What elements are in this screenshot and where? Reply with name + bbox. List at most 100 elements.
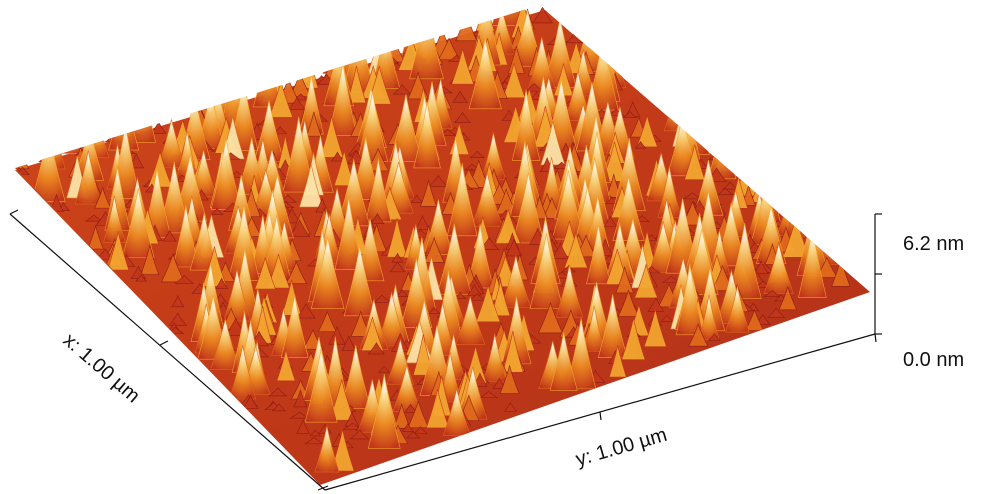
surface-peak	[500, 255, 532, 308]
surface-peak	[413, 101, 441, 169]
surface-peak	[717, 187, 734, 195]
surface-peak	[413, 426, 428, 434]
surface-peak	[763, 290, 782, 298]
surface-peak	[608, 345, 627, 378]
surface-peak	[437, 37, 461, 61]
surface-peak	[452, 90, 469, 103]
surface-peak	[174, 274, 195, 284]
surface-peak	[391, 252, 404, 263]
surface-peak	[389, 261, 406, 273]
surface-peak	[94, 186, 112, 209]
surface-peak	[555, 264, 584, 318]
surface-peak	[268, 387, 288, 397]
surface-peak	[376, 291, 407, 347]
surface-peak	[750, 165, 777, 203]
surface-peak	[634, 140, 647, 149]
surface-peak	[288, 96, 306, 110]
axes	[9, 209, 882, 491]
surface-peak	[215, 277, 229, 289]
z-min-label: 0.0 nm	[903, 349, 964, 371]
surface-peak	[107, 231, 130, 271]
surface-peak	[707, 333, 721, 341]
surface-peak	[87, 224, 104, 250]
surface-peak	[471, 172, 503, 227]
surface-peak	[763, 242, 794, 294]
surface-peak	[392, 84, 412, 95]
surface-peak	[507, 45, 525, 74]
surface-peak	[242, 394, 259, 409]
surface-peak	[296, 419, 310, 434]
x-axis-tick-start	[9, 209, 19, 215]
y-axis-label: y: 1.00 µm	[573, 424, 669, 471]
surface-peak	[210, 207, 224, 215]
surface-peak	[161, 253, 185, 283]
surface-peak	[280, 294, 309, 359]
surface-peak	[271, 403, 287, 412]
surface-peak	[553, 63, 574, 97]
surface-peak	[490, 280, 511, 316]
x-axis-label: x: 1.00 µm	[59, 329, 144, 407]
surface-peak	[428, 175, 449, 187]
surface-peak	[378, 365, 391, 373]
surface-peak	[293, 389, 308, 408]
surface-peak	[15, 148, 30, 170]
surface-peak	[261, 214, 292, 281]
surface-peak	[340, 345, 371, 409]
surface-peak	[502, 63, 526, 99]
surface-peak	[227, 205, 260, 281]
surface-peak	[130, 265, 147, 279]
surface-peak	[330, 429, 355, 472]
surface-peak	[636, 115, 658, 148]
surface-peak	[423, 236, 445, 263]
surface-peak	[505, 238, 523, 257]
surface-peak	[425, 389, 450, 429]
surface-peak	[319, 116, 344, 158]
surface-peak	[74, 150, 102, 205]
surface-peak	[49, 193, 64, 212]
surface-peak	[622, 111, 638, 118]
surface-peak	[583, 305, 605, 352]
surface-peak	[527, 36, 556, 91]
surface-peak	[365, 158, 392, 223]
surface-peak	[103, 195, 126, 243]
surface-peak	[372, 294, 392, 303]
surface-peak	[564, 35, 584, 44]
surface-peak	[778, 285, 798, 311]
surface-peak	[621, 318, 646, 360]
surface-peak	[563, 232, 588, 269]
surface-peak	[328, 379, 355, 421]
surface-peak	[427, 307, 441, 314]
surface-peak	[466, 223, 494, 289]
surface-peak	[223, 269, 251, 322]
surface-peak	[481, 132, 506, 180]
surface-peak	[285, 260, 308, 284]
surface-peak	[597, 294, 628, 358]
surface-peak	[529, 233, 564, 309]
surface-peak	[310, 236, 345, 309]
surface-peak	[229, 345, 257, 400]
surface-peak	[727, 223, 762, 299]
surface-peak	[707, 119, 737, 180]
surface-peak	[455, 296, 486, 345]
surface-peak	[254, 257, 276, 290]
surface-peak	[346, 65, 367, 104]
surface-peak	[289, 219, 311, 237]
surface-peak	[341, 335, 357, 351]
surface-peak	[512, 172, 545, 244]
surface-peak	[337, 159, 371, 227]
surface-peak	[585, 195, 611, 252]
surface-peak	[423, 199, 453, 255]
surface-peak	[468, 37, 502, 110]
surface-peak	[698, 294, 720, 341]
surface-peak	[603, 216, 618, 228]
surface-peak	[296, 303, 316, 319]
surface-peak	[540, 121, 566, 166]
surface-peak	[753, 260, 769, 274]
surface-peak	[317, 310, 337, 332]
surface-peak	[502, 330, 524, 373]
surface-peak	[298, 163, 324, 208]
surface-peak	[504, 402, 517, 412]
surface-peak	[464, 345, 488, 384]
surface-peak	[171, 294, 185, 308]
